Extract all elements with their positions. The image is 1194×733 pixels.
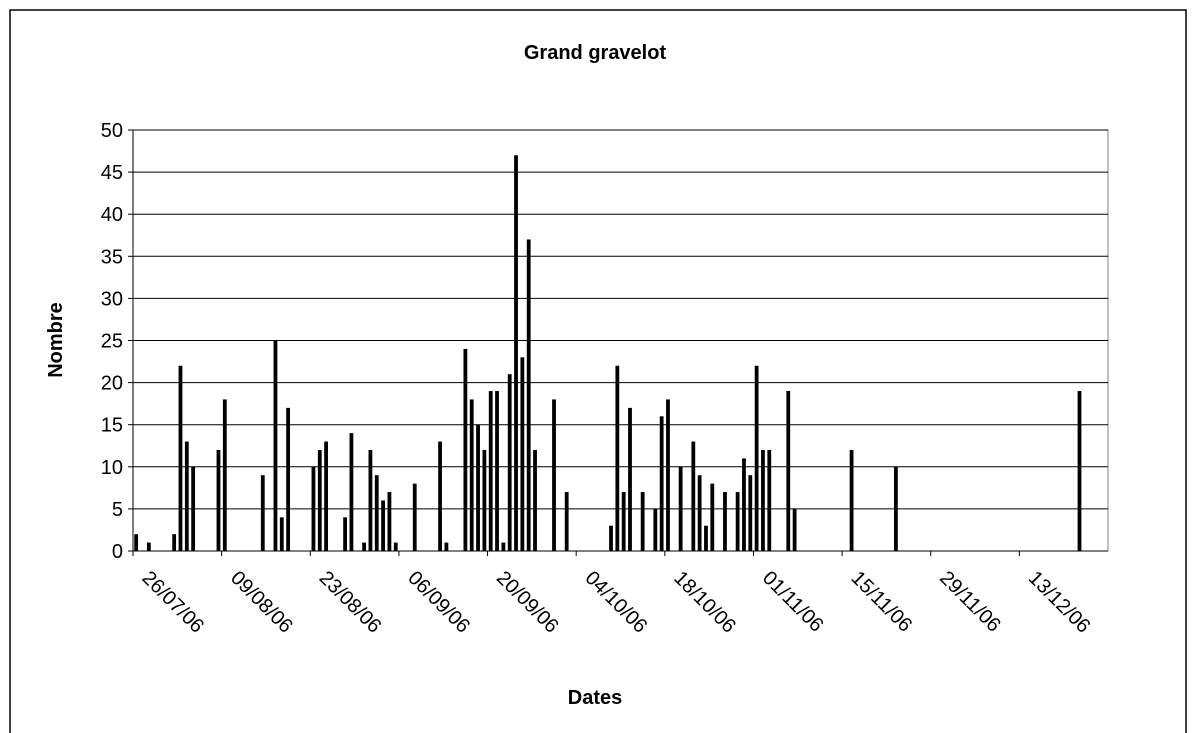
bar bbox=[697, 475, 702, 551]
bar bbox=[691, 441, 696, 551]
bar bbox=[507, 374, 512, 551]
x-tick-label: 20/09/06 bbox=[492, 567, 563, 638]
bar bbox=[609, 525, 613, 551]
y-tick-label: 35 bbox=[101, 246, 123, 268]
y-tick-label: 45 bbox=[101, 162, 123, 184]
bar bbox=[552, 399, 556, 551]
y-axis-label: Nombre bbox=[45, 302, 67, 378]
x-tick-label: 26/07/06 bbox=[137, 567, 208, 638]
y-tick-label: 40 bbox=[101, 204, 123, 226]
bar bbox=[615, 365, 620, 551]
bar bbox=[216, 449, 221, 551]
bar bbox=[894, 466, 898, 551]
bar bbox=[533, 449, 537, 551]
bar bbox=[754, 365, 759, 551]
bar bbox=[1077, 391, 1082, 551]
bar bbox=[704, 525, 708, 551]
x-tick-label: 06/09/06 bbox=[403, 567, 474, 638]
bar bbox=[761, 449, 765, 551]
bar bbox=[767, 449, 772, 551]
x-tick-label: 29/11/06 bbox=[935, 567, 1005, 637]
bar bbox=[735, 492, 740, 551]
y-tick-label: 0 bbox=[112, 541, 123, 563]
bar bbox=[438, 441, 442, 551]
bar bbox=[653, 508, 658, 551]
bar bbox=[146, 542, 151, 551]
bar bbox=[393, 542, 398, 551]
bar bbox=[476, 424, 480, 551]
frame bbox=[9, 9, 1187, 733]
bar bbox=[666, 399, 670, 551]
y-tick-label: 25 bbox=[101, 331, 123, 353]
bar bbox=[514, 155, 518, 551]
bar bbox=[286, 407, 291, 551]
x-tick-label: 23/08/06 bbox=[315, 567, 386, 638]
x-tick-label: 01/11/06 bbox=[758, 567, 828, 637]
bar bbox=[495, 391, 499, 551]
bar bbox=[368, 449, 373, 551]
bar bbox=[488, 391, 493, 551]
y-tick-label: 15 bbox=[101, 415, 123, 437]
bar bbox=[178, 365, 183, 551]
bar bbox=[444, 542, 449, 551]
bar bbox=[343, 517, 347, 551]
bar bbox=[387, 492, 392, 551]
bar bbox=[640, 492, 645, 551]
y-tick-label: 50 bbox=[101, 120, 123, 142]
bar bbox=[723, 492, 727, 551]
bar bbox=[628, 407, 632, 551]
bar bbox=[317, 449, 322, 551]
bar bbox=[710, 483, 715, 551]
y-tick-label: 30 bbox=[101, 288, 123, 310]
bar bbox=[273, 340, 278, 551]
bar bbox=[191, 466, 196, 551]
bar bbox=[381, 500, 385, 551]
bar bbox=[362, 542, 366, 551]
bar bbox=[412, 483, 417, 551]
y-tick-label: 5 bbox=[112, 499, 123, 521]
bar bbox=[564, 492, 569, 551]
bar bbox=[134, 534, 139, 551]
bar bbox=[184, 441, 189, 551]
bar bbox=[349, 433, 354, 551]
bar bbox=[520, 357, 525, 551]
bar bbox=[748, 475, 753, 551]
bar bbox=[786, 391, 791, 551]
bar bbox=[172, 534, 177, 551]
bar bbox=[469, 399, 474, 551]
bar bbox=[621, 492, 626, 551]
bar bbox=[222, 399, 227, 551]
bar bbox=[260, 475, 265, 551]
x-axis-label: Dates bbox=[568, 687, 622, 709]
x-tick-label: 18/10/06 bbox=[669, 567, 740, 638]
bar bbox=[792, 508, 797, 551]
x-tick-label: 13/12/06 bbox=[1024, 567, 1095, 638]
bar bbox=[279, 517, 284, 551]
x-tick-label: 15/11/06 bbox=[847, 567, 917, 637]
bar bbox=[463, 348, 468, 551]
bar bbox=[678, 466, 683, 551]
bar bbox=[526, 239, 531, 551]
bar bbox=[311, 466, 316, 551]
y-tick-label: 20 bbox=[101, 373, 123, 395]
bar bbox=[482, 449, 487, 551]
x-tick-label: 04/10/06 bbox=[581, 567, 652, 638]
bar bbox=[501, 542, 506, 551]
chart-title: Grand gravelot bbox=[524, 42, 667, 64]
bar bbox=[374, 475, 379, 551]
bar bbox=[849, 449, 854, 551]
bar bbox=[742, 458, 746, 551]
bar bbox=[659, 416, 664, 551]
bar bbox=[324, 441, 328, 551]
x-tick-label: 09/08/06 bbox=[226, 567, 297, 638]
y-tick-label: 10 bbox=[101, 457, 123, 479]
